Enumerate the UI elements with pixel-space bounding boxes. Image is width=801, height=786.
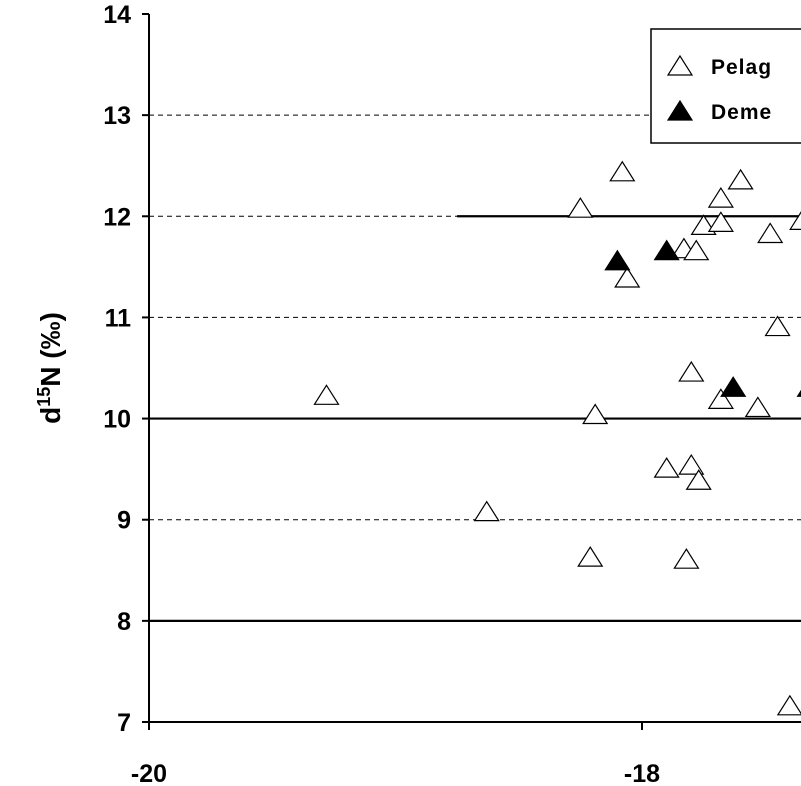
legend-label-pelag: Pelag [711, 56, 772, 79]
data-point-pelag [727, 168, 754, 190]
data-point-pelag [764, 315, 791, 337]
y-tick-label: 10 [103, 406, 131, 434]
legend-marker-deme [666, 99, 694, 121]
y-axis-label-sup: 15 [34, 387, 54, 407]
y-tick-label: 14 [103, 1, 131, 29]
y-tick-label: 12 [103, 203, 131, 231]
data-point-pelag [707, 211, 734, 232]
y-tick-label: 7 [117, 709, 131, 737]
grid-lines [149, 114, 801, 622]
data-point-deme [796, 389, 801, 397]
data-point-pelag [789, 211, 801, 230]
axes [148, 14, 801, 723]
y-axis-label-post: N (‰) [35, 312, 66, 387]
data-point-pelag [707, 186, 734, 208]
data-point-deme [720, 376, 747, 397]
data-point-pelag [473, 500, 500, 522]
legend-box [650, 28, 801, 144]
data-point-pelag [313, 384, 340, 405]
x-tick-label: -18 [624, 760, 660, 786]
reference-lines [149, 215, 801, 622]
data-point-pelag [673, 548, 700, 569]
data-point-pelag [609, 160, 636, 182]
data-point-pelag [567, 197, 594, 218]
data-point-pelag [744, 396, 771, 418]
y-tick-label: 8 [117, 608, 131, 636]
y-axis-label-pre: d [35, 407, 66, 424]
data-point-pelag [653, 457, 680, 478]
data-point-pelag [678, 453, 705, 475]
data-point-deme [604, 249, 631, 271]
y-axis-label: d15N (‰) [34, 312, 66, 424]
data-point-pelag [685, 469, 712, 490]
data-point-pelag [582, 403, 609, 425]
data-point-deme [653, 239, 680, 261]
svg-text:d15N (‰): d15N (‰) [34, 312, 66, 424]
x-tick-label: -20 [131, 760, 167, 786]
y-tick-label: 11 [105, 304, 132, 332]
legend-label-deme: Deme [711, 101, 772, 124]
data-point-pelag [707, 388, 734, 409]
y-tick-label: 13 [103, 102, 131, 130]
data-point-pelag [757, 222, 784, 244]
legend-marker-pelag [666, 54, 694, 76]
y-tick-label: 9 [117, 507, 131, 535]
data-point-pelag [614, 266, 641, 288]
data-point-pelag [678, 360, 705, 382]
data-point-pelag [683, 239, 710, 261]
legend: Pelag Deme [650, 28, 801, 144]
data-point-pelag [776, 694, 801, 716]
data-point-pelag [577, 546, 604, 567]
